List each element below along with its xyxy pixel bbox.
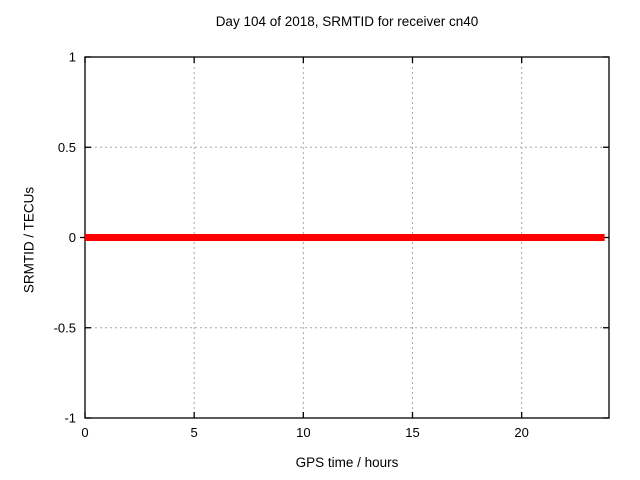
x-tick-label: 10 (296, 425, 310, 440)
x-tick-label: 0 (81, 425, 88, 440)
x-axis-label: GPS time / hours (295, 455, 399, 470)
x-tick-label: 15 (405, 425, 419, 440)
x-tick-label: 20 (514, 425, 528, 440)
y-tick-label: 1 (69, 50, 76, 65)
x-tick-label: 5 (191, 425, 198, 440)
y-tick-label: 0.5 (58, 140, 76, 155)
y-tick-label: 0 (69, 230, 76, 245)
y-tick-label: -1 (64, 411, 76, 426)
y-tick-label: -0.5 (54, 320, 76, 335)
chart-title: Day 104 of 2018, SRMTID for receiver cn4… (215, 14, 479, 29)
